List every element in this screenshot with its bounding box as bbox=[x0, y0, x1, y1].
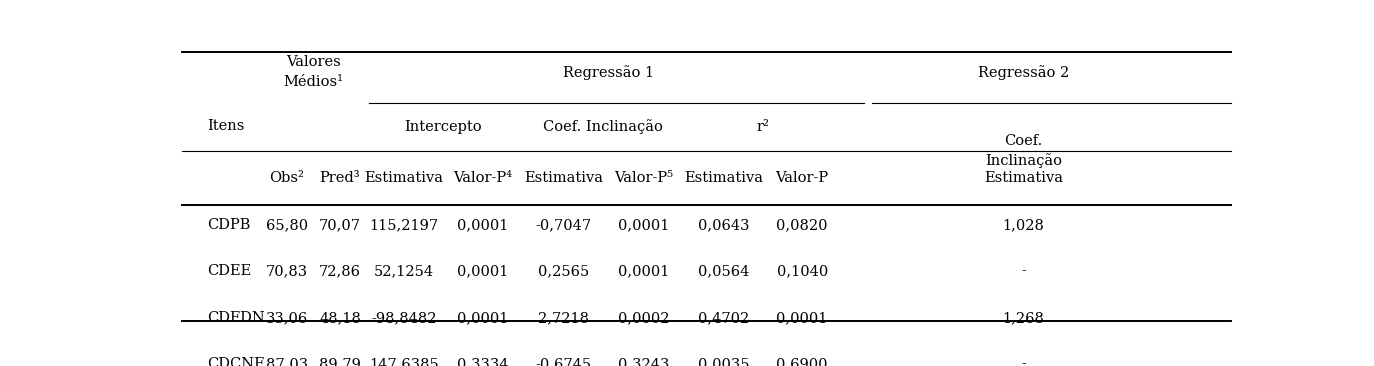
Text: Valor-P⁴: Valor-P⁴ bbox=[453, 171, 513, 185]
Text: -0,7047: -0,7047 bbox=[536, 218, 592, 232]
Text: Obs²: Obs² bbox=[269, 171, 304, 185]
Text: 52,1254: 52,1254 bbox=[374, 264, 434, 279]
Text: 65,80: 65,80 bbox=[265, 218, 308, 232]
Text: r²: r² bbox=[756, 120, 769, 134]
Text: 0,4702: 0,4702 bbox=[698, 311, 749, 325]
Text: Estimativa: Estimativa bbox=[523, 171, 603, 185]
Text: 33,06: 33,06 bbox=[265, 311, 308, 325]
Text: Estimativa: Estimativa bbox=[364, 171, 444, 185]
Text: 0,0001: 0,0001 bbox=[458, 218, 508, 232]
Text: Itens: Itens bbox=[207, 119, 245, 132]
Text: 70,07: 70,07 bbox=[319, 218, 361, 232]
Text: 0,3243: 0,3243 bbox=[618, 357, 669, 366]
Text: 2,7218: 2,7218 bbox=[539, 311, 589, 325]
Text: 0,3334: 0,3334 bbox=[458, 357, 508, 366]
Text: 0,0001: 0,0001 bbox=[618, 264, 669, 279]
Text: 0,0643: 0,0643 bbox=[698, 218, 749, 232]
Text: -: - bbox=[1021, 357, 1026, 366]
Text: Valor-P: Valor-P bbox=[775, 171, 829, 185]
Text: Estimativa: Estimativa bbox=[984, 171, 1063, 185]
Text: 87,03: 87,03 bbox=[265, 357, 308, 366]
Text: 0,2565: 0,2565 bbox=[539, 264, 589, 279]
Text: Pred³: Pred³ bbox=[320, 171, 360, 185]
Text: 70,83: 70,83 bbox=[265, 264, 308, 279]
Text: Valores
Médios¹: Valores Médios¹ bbox=[283, 55, 344, 89]
Text: Valor-P⁵: Valor-P⁵ bbox=[614, 171, 673, 185]
Text: -0,6745: -0,6745 bbox=[536, 357, 592, 366]
Text: 89,79: 89,79 bbox=[319, 357, 361, 366]
Text: -: - bbox=[1021, 264, 1026, 279]
Text: CDFDN: CDFDN bbox=[207, 311, 265, 325]
Text: 72,86: 72,86 bbox=[319, 264, 361, 279]
Text: 115,2197: 115,2197 bbox=[370, 218, 438, 232]
Text: 0,6900: 0,6900 bbox=[776, 357, 829, 366]
Text: 0,0820: 0,0820 bbox=[776, 218, 829, 232]
Text: Coef.
Inclinação: Coef. Inclinação bbox=[985, 134, 1062, 168]
Text: 0,0001: 0,0001 bbox=[618, 218, 669, 232]
Text: CDCNF: CDCNF bbox=[207, 357, 264, 366]
Text: CDEE: CDEE bbox=[207, 264, 251, 279]
Text: 0,0564: 0,0564 bbox=[698, 264, 749, 279]
Text: 1,028: 1,028 bbox=[1003, 218, 1044, 232]
Text: Regressão 1: Regressão 1 bbox=[563, 65, 654, 79]
Text: 0,0001: 0,0001 bbox=[458, 264, 508, 279]
Text: Regressão 2: Regressão 2 bbox=[978, 65, 1069, 79]
Text: 0,0001: 0,0001 bbox=[776, 311, 827, 325]
Text: CDPB: CDPB bbox=[207, 218, 250, 232]
Text: Estimativa: Estimativa bbox=[684, 171, 763, 185]
Text: 0,0001: 0,0001 bbox=[458, 311, 508, 325]
Text: Coef. Inclinação: Coef. Inclinação bbox=[543, 120, 662, 134]
Text: 48,18: 48,18 bbox=[319, 311, 361, 325]
Text: 147,6385: 147,6385 bbox=[370, 357, 438, 366]
Text: Intercepto: Intercepto bbox=[404, 120, 482, 134]
Text: 0,0035: 0,0035 bbox=[698, 357, 749, 366]
Text: -98,8482: -98,8482 bbox=[371, 311, 437, 325]
Text: 1,268: 1,268 bbox=[1003, 311, 1044, 325]
Text: 0,0002: 0,0002 bbox=[618, 311, 669, 325]
Text: 0,1040: 0,1040 bbox=[776, 264, 827, 279]
